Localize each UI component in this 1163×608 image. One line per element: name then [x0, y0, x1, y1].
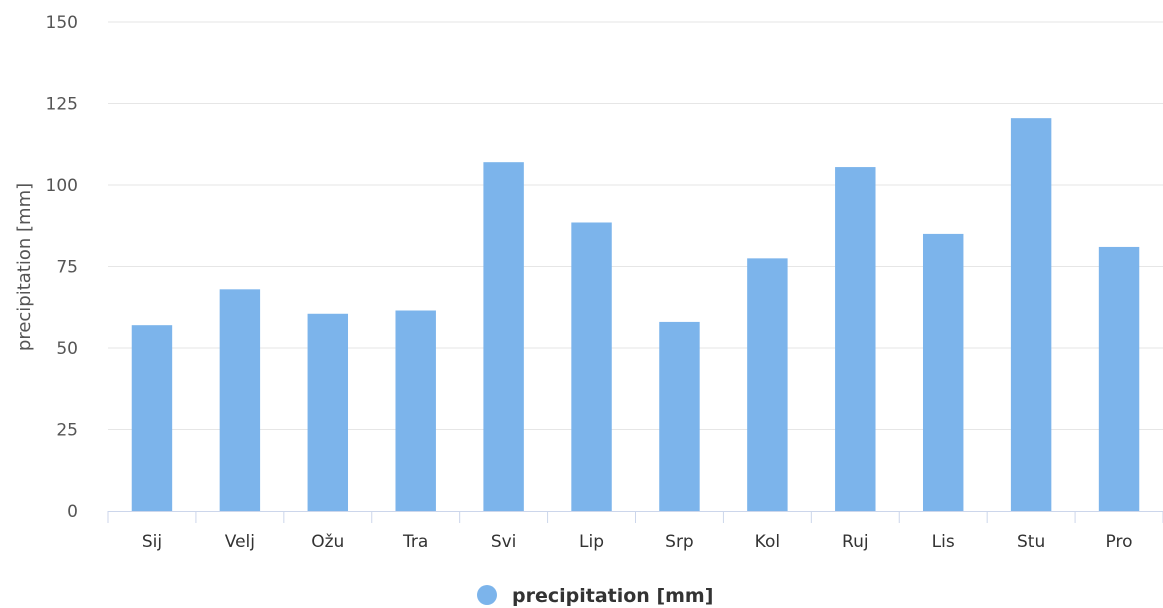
- y-axis-title: precipitation [mm]: [14, 183, 35, 351]
- x-tick-label: Stu: [1017, 532, 1045, 552]
- x-tick-label: Sij: [142, 532, 162, 552]
- grid-lines: [108, 21, 1163, 430]
- x-tick-label: Lip: [579, 532, 604, 552]
- y-tick-label: 150: [46, 13, 78, 33]
- bar-ruj[interactable]: [835, 167, 876, 511]
- bar-ožu[interactable]: [307, 313, 349, 511]
- x-tick-label: Lis: [932, 532, 955, 552]
- legend[interactable]: precipitation [mm]: [477, 585, 713, 607]
- x-axis: [107, 511, 1163, 523]
- y-axis-ticks: 0 25 50 75 100 125 150: [46, 13, 78, 522]
- legend-label: precipitation [mm]: [512, 585, 713, 607]
- x-tick-label: Srp: [665, 532, 694, 552]
- y-tick-label: 0: [67, 502, 78, 522]
- bars: [131, 118, 1140, 512]
- bar-stu[interactable]: [1010, 118, 1052, 512]
- y-tick-label: 100: [46, 176, 78, 196]
- y-tick-label: 75: [56, 258, 78, 278]
- x-tick-label: Velj: [225, 532, 255, 552]
- bar-sij[interactable]: [131, 325, 173, 511]
- x-tick-label: Svi: [491, 532, 517, 552]
- y-tick-label: 50: [56, 339, 78, 359]
- bar-lip[interactable]: [571, 222, 612, 512]
- bar-tra[interactable]: [395, 310, 436, 511]
- bar-pro[interactable]: [1098, 246, 1140, 511]
- bar-velj[interactable]: [219, 289, 261, 511]
- bar-kol[interactable]: [747, 258, 788, 511]
- bar-srp[interactable]: [659, 321, 700, 511]
- legend-marker: [477, 585, 497, 605]
- x-axis-tick-labels: Sij Velj Ožu Tra Svi Lip Srp Kol Ruj Lis Stu Pro: [142, 532, 1133, 552]
- x-tick-label: Ruj: [842, 532, 869, 552]
- y-tick-label: 25: [56, 421, 78, 441]
- bar-lis[interactable]: [922, 233, 964, 511]
- bar-svi[interactable]: [483, 162, 524, 511]
- x-tick-label: Pro: [1106, 532, 1133, 552]
- x-tick-label: Ožu: [311, 532, 344, 552]
- y-tick-label: 125: [46, 95, 78, 115]
- x-tick-label: Kol: [755, 532, 780, 552]
- x-tick-label: Tra: [402, 532, 428, 552]
